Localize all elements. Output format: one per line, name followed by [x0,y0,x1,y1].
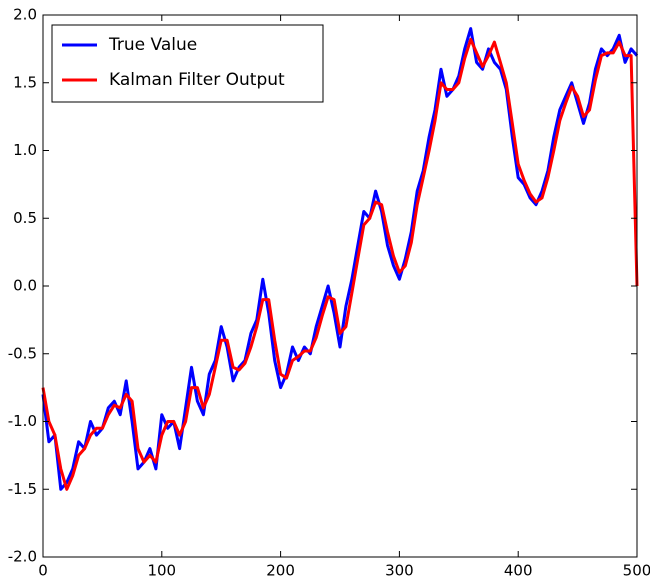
legend-box [51,24,324,103]
y-tick-label: -1.5 [8,480,37,498]
data-line [41,37,639,491]
y-tick-label: -1.0 [8,412,37,430]
legend-label: Kalman Filter Output [109,70,285,90]
y-tick-label: 2.0 [13,6,37,24]
x-tick-label: 200 [266,562,295,580]
y-tick-label: -0.5 [8,344,37,362]
x-tick-label: 0 [38,562,48,580]
y-tick-label: 1.0 [13,141,37,159]
x-tick-label: 400 [504,562,533,580]
y-tick-label: 0.5 [13,209,37,227]
y-tick-label: 1.5 [13,73,37,91]
x-tick-label: 100 [147,562,176,580]
y-tick-label: -2.0 [8,548,37,566]
x-tick-label: 500 [623,562,650,580]
x-tick-label: 300 [385,562,414,580]
y-tick-label: 0.0 [13,277,37,295]
legend-label: True Value [108,35,197,55]
